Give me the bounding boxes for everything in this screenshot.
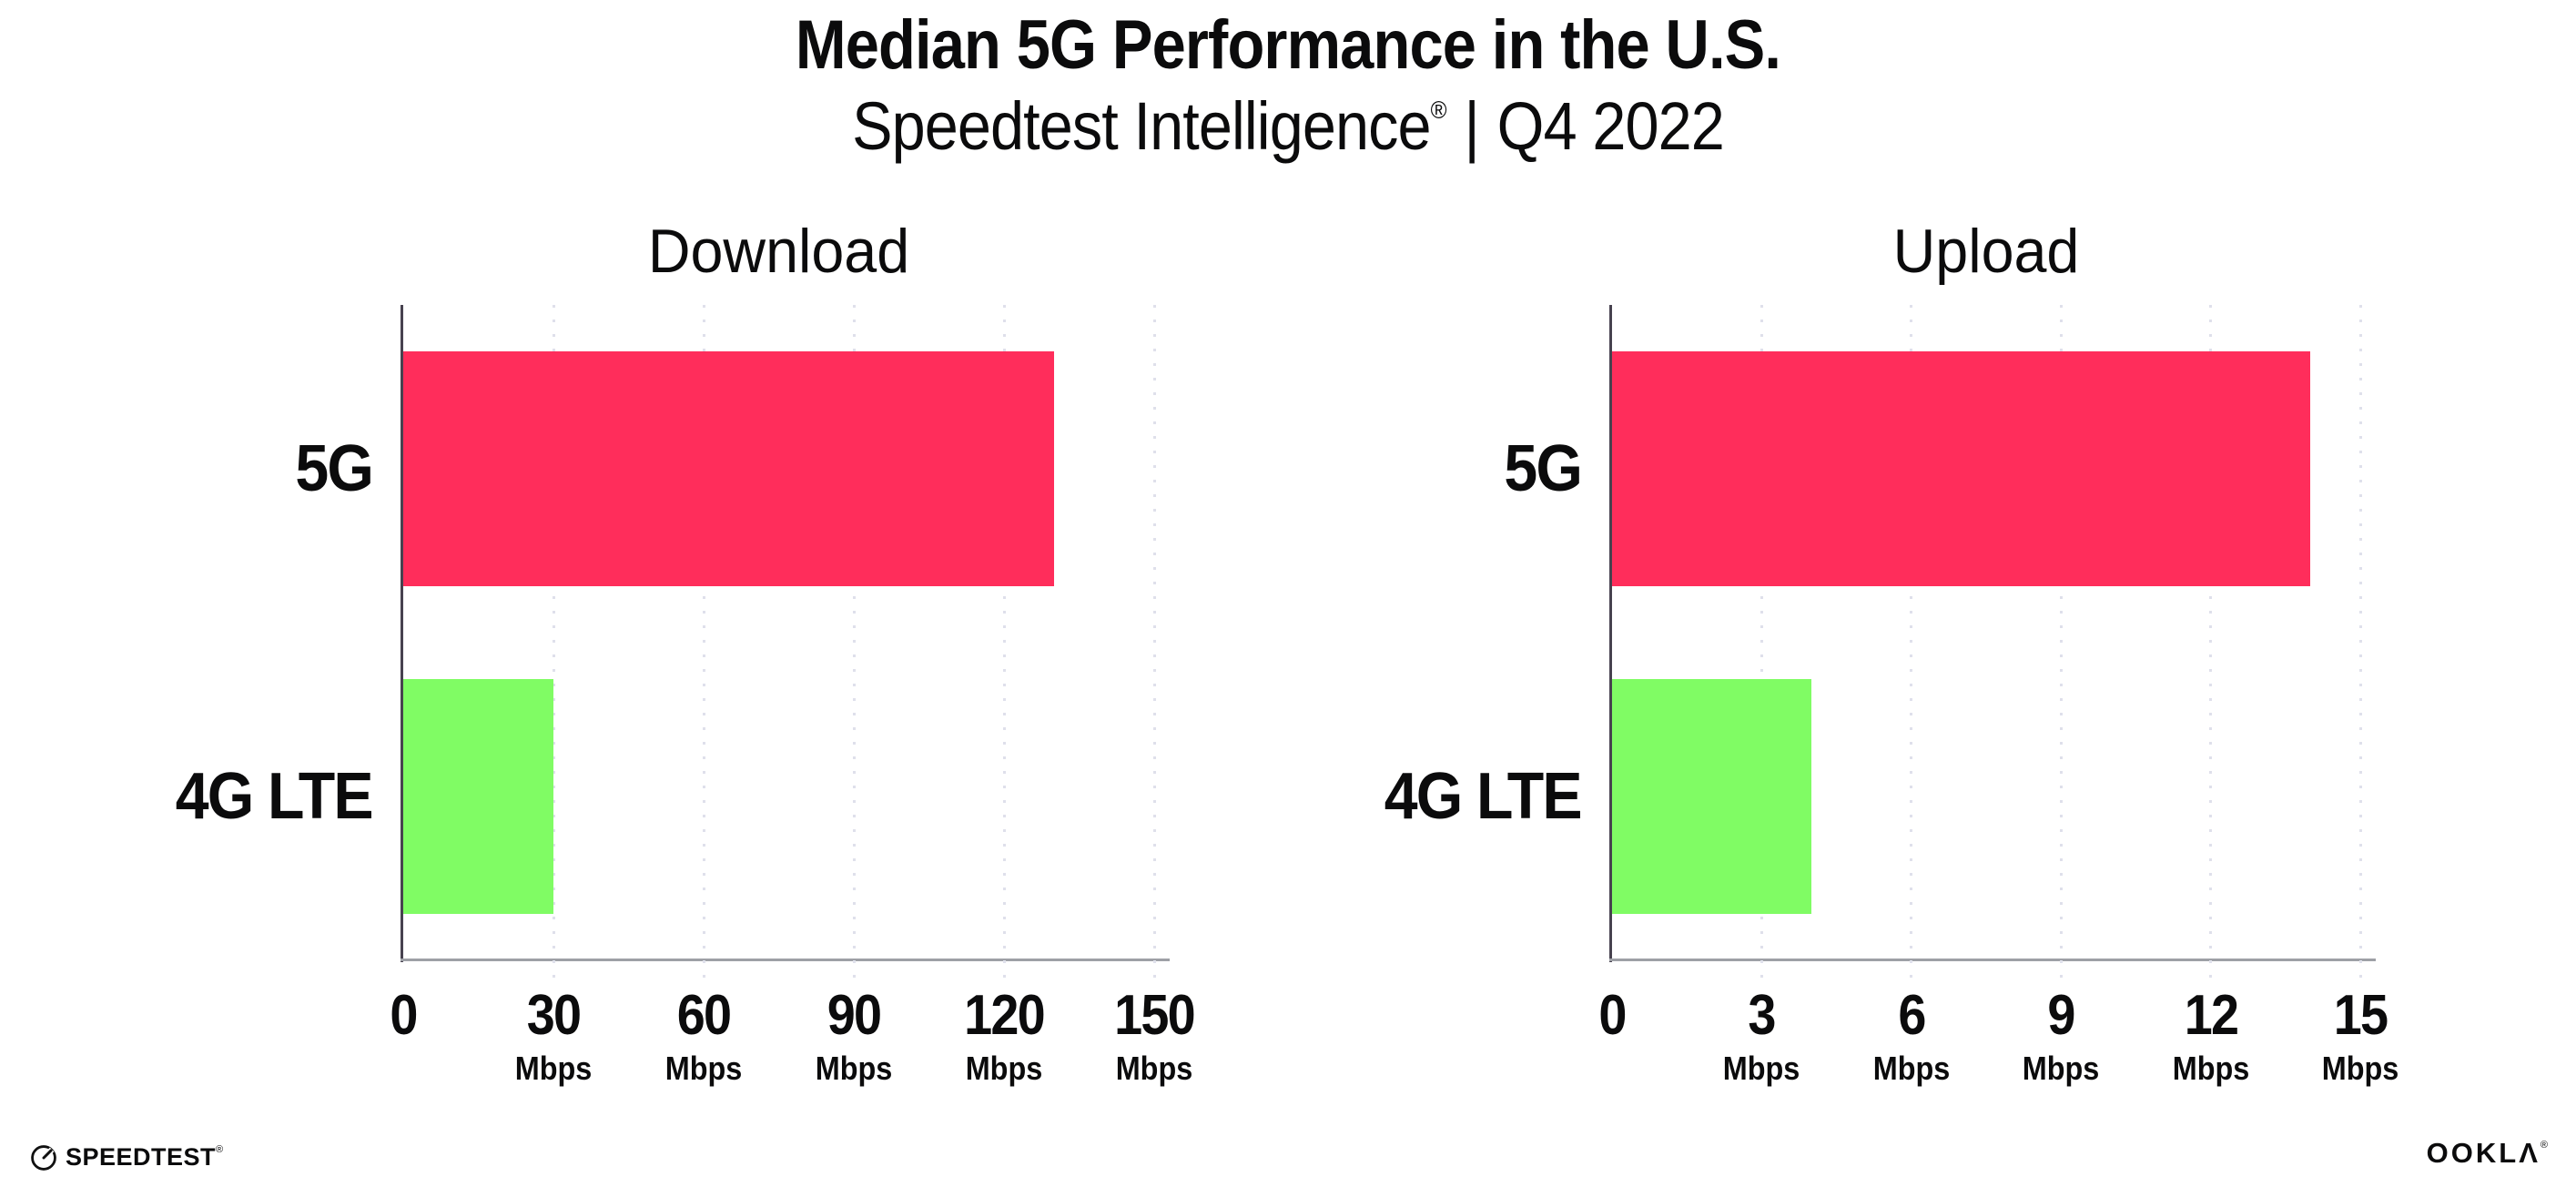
- gridline: [1910, 305, 1913, 979]
- x-axis-tick: 12 Mbps: [2172, 988, 2249, 1085]
- bar-4g-lte: [1612, 679, 1812, 914]
- tick-value: 3: [1748, 984, 1777, 1047]
- tick-value: 30: [526, 984, 582, 1047]
- tick-value: 0: [390, 984, 418, 1047]
- gridline: [2059, 305, 2063, 979]
- tick-unit: Mbps: [514, 1050, 593, 1087]
- tick-unit: Mbps: [1115, 1050, 1193, 1087]
- tick-value: 120: [964, 984, 1046, 1047]
- x-axis-tick: 15 Mbps: [2322, 988, 2399, 1085]
- x-axis-tick: 60 Mbps: [665, 988, 743, 1085]
- upload-chart: Upload 5G 4G LTE 0 3 Mbps 6 Mbps 9 Mbps 12 Mbps 15 M…: [1384, 217, 2399, 1085]
- gridline: [1002, 305, 1006, 979]
- y-axis-line: [401, 305, 403, 962]
- tick-unit: Mbps: [2321, 1050, 2399, 1087]
- category-label-4g-lte: 4G LTE: [1384, 760, 1583, 833]
- upload-plot-area: 5G 4G LTE 0 3 Mbps 6 Mbps 9 Mbps 12 Mbps 15 Mbps: [1384, 305, 2399, 1085]
- tick-value: 12: [2184, 984, 2238, 1047]
- tick-unit: Mbps: [1723, 1050, 1800, 1087]
- subtitle-divider: |: [1464, 88, 1479, 164]
- tick-value: 6: [1898, 984, 1926, 1047]
- y-axis-line: [1609, 305, 1612, 962]
- gridline: [852, 305, 856, 979]
- tick-value: 0: [1598, 984, 1627, 1047]
- x-axis-tick: 0: [390, 984, 418, 1047]
- x-axis-tick: 0: [1598, 984, 1627, 1047]
- speedtest-label: SPEEDTEST: [66, 1143, 217, 1171]
- x-axis-tick: 150 Mbps: [1114, 984, 1196, 1087]
- gridline: [1760, 305, 1763, 979]
- tick-unit: Mbps: [664, 1050, 743, 1087]
- x-axis-tick: 9 Mbps: [2023, 988, 2100, 1085]
- ookla-label: OOKLΛ: [2426, 1137, 2541, 1169]
- upload-chart-title: Upload: [1892, 217, 2080, 286]
- bar-5g: [403, 351, 1054, 586]
- category-label-5g: 5G: [295, 432, 374, 505]
- x-axis-line: [1609, 959, 2376, 961]
- tick-unit: Mbps: [815, 1050, 893, 1087]
- x-axis-tick: 3 Mbps: [1723, 988, 1800, 1085]
- speedtest-logo: SPEEDTEST®: [30, 1143, 224, 1172]
- ookla-trademark-symbol: ®: [2540, 1140, 2548, 1151]
- tick-unit: Mbps: [1872, 1050, 1951, 1087]
- bar-5g: [1612, 351, 2311, 586]
- tick-unit: Mbps: [2022, 1050, 2100, 1087]
- tick-unit: Mbps: [2172, 1050, 2249, 1087]
- tick-unit: Mbps: [965, 1050, 1043, 1087]
- x-axis-tick: 120 Mbps: [964, 984, 1046, 1087]
- subtitle-brand: Speedtest Intelligence: [852, 88, 1431, 164]
- download-plot-area: 5G 4G LTE 0 30 Mbps 60 Mbps 90 Mbps 120 Mbps 150 Mbp…: [176, 305, 1196, 1085]
- x-axis-tick: 6 Mbps: [1872, 988, 1950, 1085]
- speedtest-trademark-symbol: ®: [216, 1144, 224, 1155]
- gridline: [1152, 305, 1156, 979]
- speedtest-wordmark: SPEEDTEST®: [66, 1143, 224, 1172]
- gridline: [2209, 305, 2213, 979]
- x-axis-line: [401, 959, 1170, 961]
- download-chart: Download 5G 4G LTE 0 30 Mbps 60 Mbps 90 Mbps 120 M…: [176, 217, 1196, 1085]
- page-subtitle: Speedtest Intelligence® | Q4 2022: [129, 87, 2448, 165]
- gridline: [552, 305, 555, 979]
- page-title: Median 5G Performance in the U.S.: [795, 6, 1781, 84]
- tick-value: 150: [1114, 984, 1196, 1047]
- x-axis-tick: 90 Mbps: [816, 988, 893, 1085]
- category-label-4g-lte: 4G LTE: [176, 760, 374, 833]
- gridline: [702, 305, 705, 979]
- category-label-5g: 5G: [1504, 432, 1583, 505]
- bar-4g-lte: [403, 679, 553, 914]
- ookla-logo: OOKLΛ®: [2427, 1137, 2548, 1170]
- subtitle-period: Q4 2022: [1496, 88, 1725, 164]
- tick-value: 60: [676, 984, 732, 1047]
- x-axis-tick: 30 Mbps: [515, 988, 593, 1085]
- tick-value: 9: [2047, 984, 2076, 1047]
- tick-value: 90: [827, 984, 882, 1047]
- tick-value: 15: [2333, 984, 2388, 1047]
- registered-trademark-symbol: ®: [1430, 96, 1447, 124]
- gridline: [2358, 305, 2362, 979]
- gauge-icon: [31, 1144, 56, 1171]
- download-chart-title: Download: [647, 217, 910, 286]
